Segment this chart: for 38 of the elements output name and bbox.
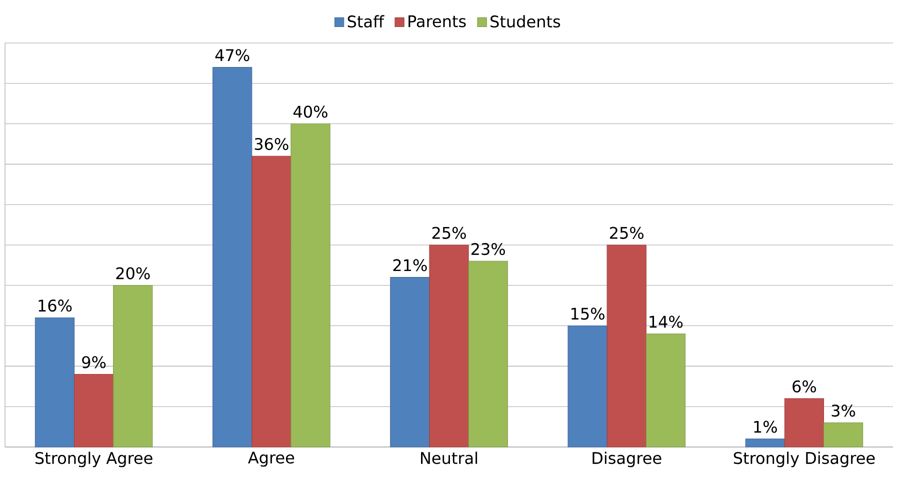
x-tick-label: Agree xyxy=(248,452,294,467)
x-tick-label: Neutral xyxy=(421,452,478,464)
bar xyxy=(290,124,330,448)
data-label: 20% xyxy=(116,267,150,280)
bar xyxy=(606,244,646,448)
bar xyxy=(74,374,114,448)
data-label: 47% xyxy=(215,49,250,62)
bar xyxy=(823,422,864,448)
x-tick-label: Strongly Disagree xyxy=(734,452,875,468)
bar xyxy=(429,244,469,448)
bar xyxy=(390,277,430,448)
legend-label: Staff xyxy=(348,15,384,28)
legend-label: Students xyxy=(490,15,560,28)
data-label: 16% xyxy=(38,300,72,312)
bar xyxy=(34,317,75,448)
bar xyxy=(252,156,292,448)
x-tick-label: Disagree xyxy=(592,452,662,468)
data-label: 6% xyxy=(792,380,816,392)
bar xyxy=(646,334,686,448)
bar xyxy=(212,66,252,448)
data-label: 15% xyxy=(572,308,604,320)
data-label: 14% xyxy=(650,316,683,328)
x-tick-label: Strongly Agree xyxy=(35,452,152,468)
data-label: 3% xyxy=(832,404,856,417)
data-label: 1% xyxy=(754,420,777,433)
data-label: 9% xyxy=(82,356,106,368)
data-label: 25% xyxy=(610,226,644,239)
data-label: 25% xyxy=(432,226,466,239)
bar xyxy=(113,285,153,448)
data-label: 36% xyxy=(254,138,288,150)
data-label: 21% xyxy=(393,259,427,272)
data-label: 40% xyxy=(293,106,328,118)
bar xyxy=(784,398,824,448)
bar xyxy=(468,260,508,448)
legend-label: Parents xyxy=(408,15,466,28)
data-label: 23% xyxy=(471,243,505,256)
bar xyxy=(745,438,785,448)
bar xyxy=(568,326,608,448)
